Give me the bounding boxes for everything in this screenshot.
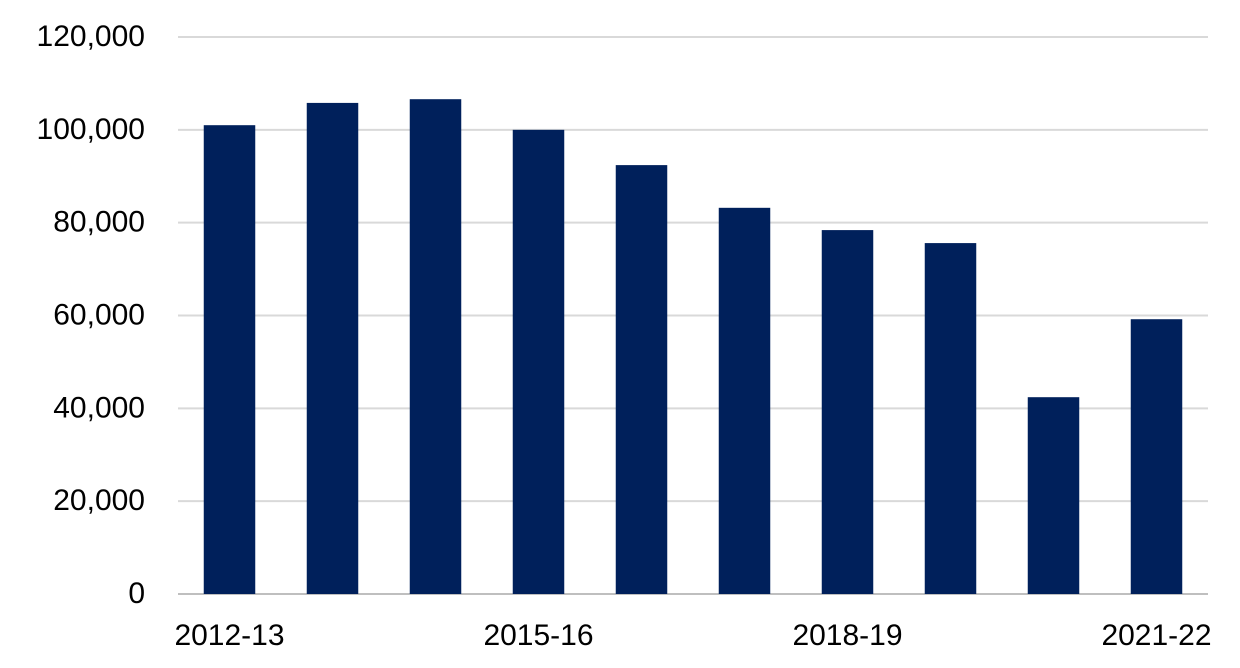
bar bbox=[615, 165, 668, 595]
bar bbox=[512, 129, 565, 595]
y-tick-label: 120,000 bbox=[37, 20, 145, 53]
y-tick-label: 60,000 bbox=[53, 298, 145, 331]
bar bbox=[1130, 319, 1183, 594]
bar bbox=[203, 125, 256, 595]
y-tick-label: 20,000 bbox=[53, 484, 145, 517]
bar bbox=[409, 99, 462, 594]
bar bbox=[718, 207, 771, 594]
bar bbox=[924, 243, 977, 594]
bar bbox=[1027, 397, 1080, 594]
x-tick-label: 2012-13 bbox=[174, 619, 284, 652]
x-tick-label: 2015-16 bbox=[483, 619, 593, 652]
y-tick-label: 0 bbox=[128, 577, 145, 610]
y-tick-label: 80,000 bbox=[53, 206, 145, 239]
y-tick-label: 100,000 bbox=[37, 113, 145, 146]
x-tick-label: 2021-22 bbox=[1101, 619, 1211, 652]
bar bbox=[306, 102, 359, 594]
bar bbox=[821, 230, 874, 595]
x-tick-label: 2018-19 bbox=[792, 619, 902, 652]
y-tick-label: 40,000 bbox=[53, 391, 145, 424]
